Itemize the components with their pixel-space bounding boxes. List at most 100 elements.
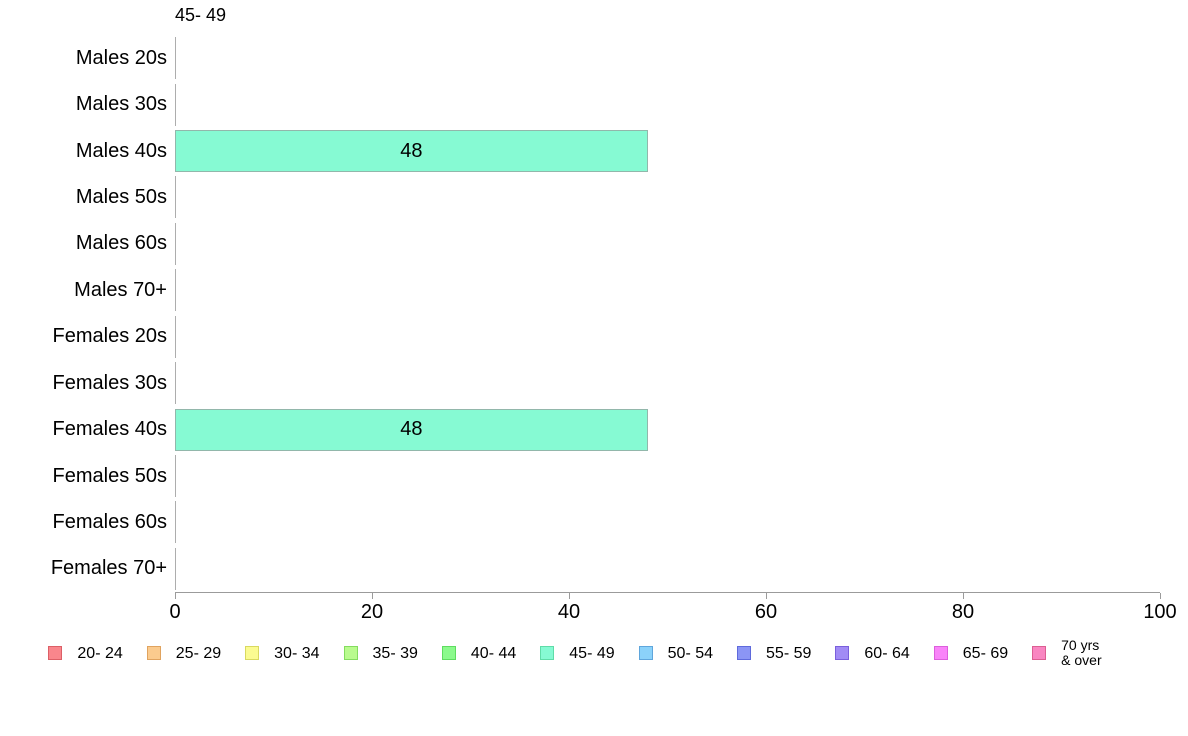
zero-value-bar	[175, 83, 176, 126]
plot-cell: 48	[175, 406, 1160, 452]
legend-label: 45- 49	[569, 644, 615, 662]
category-label: Females 40s	[52, 418, 168, 441]
x-axis-tick-label: 40	[557, 601, 581, 623]
legend-swatch	[48, 646, 63, 661]
legend-swatch	[1032, 646, 1047, 661]
legend-item: 45- 49	[540, 644, 615, 663]
legend-label: 65- 69	[962, 644, 1009, 662]
chart-row: Males 60s	[0, 221, 1160, 267]
plot-cell	[175, 314, 1160, 360]
legend-label: 25- 29	[175, 644, 222, 662]
zero-value-bar	[175, 269, 176, 312]
chart-row: Males 50s	[0, 174, 1160, 220]
legend-item: 25- 29	[146, 644, 222, 663]
plot-cell	[175, 453, 1160, 499]
plot-cell	[175, 35, 1160, 81]
legend-label: 50- 54	[667, 644, 714, 662]
plot-cell	[175, 81, 1160, 127]
plot-cell: 48	[175, 128, 1160, 174]
plot-cell	[175, 499, 1160, 545]
zero-value-bar	[175, 362, 176, 405]
plot-cell	[175, 360, 1160, 406]
legend-swatch	[638, 646, 653, 661]
category-label: Females 30s	[52, 371, 168, 394]
legend: 20- 24 25- 29 30- 34 35- 39 40- 44 45- 49 50- …	[0, 637, 1150, 669]
chart-row: Females 50s	[0, 453, 1160, 499]
legend-label: 35- 39	[372, 644, 418, 662]
legend-label: 55- 59	[766, 644, 812, 662]
zero-value-bar	[175, 455, 176, 497]
x-axis-tick	[963, 593, 964, 599]
category-label: Females 70+	[50, 557, 167, 580]
legend-label: 70 yrs & over	[1061, 637, 1102, 669]
category-label: Males 40s	[75, 139, 167, 162]
x-axis-tick	[766, 593, 767, 599]
category-label: Males 30s	[75, 93, 167, 116]
legend-label: 20- 24	[77, 644, 123, 662]
plot-cell	[175, 546, 1160, 592]
legend-item: 70 yrs & over	[1032, 637, 1102, 669]
plot-cell	[175, 221, 1160, 267]
chart-row: Females 60s	[0, 499, 1160, 545]
bar-value-label: 48	[400, 139, 423, 162]
legend-item: 60- 64	[835, 644, 910, 663]
legend-label: 60- 64	[864, 644, 910, 662]
chart-row: Males 20s	[0, 35, 1160, 81]
legend-swatch	[933, 646, 948, 661]
zero-value-bar	[175, 315, 176, 358]
x-axis: 0 20 40 60 80 100	[169, 592, 1177, 632]
legend-swatch	[343, 646, 358, 661]
zero-value-bar	[175, 501, 176, 544]
chart-row: Females 40s 48	[0, 406, 1160, 452]
legend-item: 30- 34	[245, 644, 320, 663]
x-axis-tick	[372, 593, 373, 599]
chart-row: Females 20s	[0, 314, 1160, 360]
zero-value-bar	[175, 222, 176, 265]
legend-item: 35- 39	[343, 644, 418, 663]
legend-label: 40- 44	[470, 644, 517, 662]
chart-row: Males 40s 48	[0, 128, 1160, 174]
x-axis-tick-label: 0	[169, 601, 181, 623]
x-axis-line	[175, 592, 1160, 593]
category-label: Males 60s	[75, 232, 167, 255]
legend-swatch	[737, 646, 752, 661]
chart-row: Females 30s	[0, 360, 1160, 406]
legend-swatch	[245, 646, 260, 661]
legend-item: 20- 24	[48, 644, 123, 663]
x-axis-tick-label: 100	[1143, 601, 1177, 623]
category-label: Males 20s	[75, 46, 167, 69]
bar-value-label: 48	[400, 418, 423, 441]
bar: 48	[175, 408, 648, 451]
x-axis-tick	[175, 593, 176, 599]
legend-item: 65- 69	[933, 644, 1009, 663]
legend-label: 30- 34	[274, 644, 320, 662]
legend-swatch	[146, 646, 161, 661]
x-axis-tick-label: 60	[754, 601, 778, 623]
x-axis-tick	[1160, 593, 1161, 599]
zero-value-bar	[175, 176, 176, 219]
plot-rows: Males 20s Males 30s Males 40s 48 Males 50s Ma…	[0, 35, 1160, 592]
legend-swatch	[441, 646, 456, 661]
category-label: Females 50s	[52, 464, 168, 487]
zero-value-bar	[175, 547, 176, 590]
x-axis-tick-label: 80	[951, 601, 975, 623]
plot-cell	[175, 267, 1160, 313]
chart-row: Females 70+	[0, 546, 1160, 592]
category-label: Females 20s	[52, 325, 168, 348]
plot-cell	[175, 174, 1160, 220]
x-axis-tick	[569, 593, 570, 599]
legend-item: 50- 54	[638, 644, 714, 663]
category-label: Females 60s	[52, 510, 168, 533]
chart-row: Males 30s	[0, 81, 1160, 127]
category-label: Males 70+	[74, 278, 167, 301]
category-label: Males 50s	[75, 185, 167, 208]
chart-row: Males 70+	[0, 267, 1160, 313]
legend-swatch	[835, 646, 850, 661]
legend-swatch	[540, 646, 555, 661]
legend-item: 40- 44	[441, 644, 517, 663]
series-title: 45- 49	[175, 5, 227, 25]
legend-item: 55- 59	[737, 645, 811, 663]
bar: 48	[175, 130, 648, 173]
zero-value-bar	[175, 37, 176, 80]
